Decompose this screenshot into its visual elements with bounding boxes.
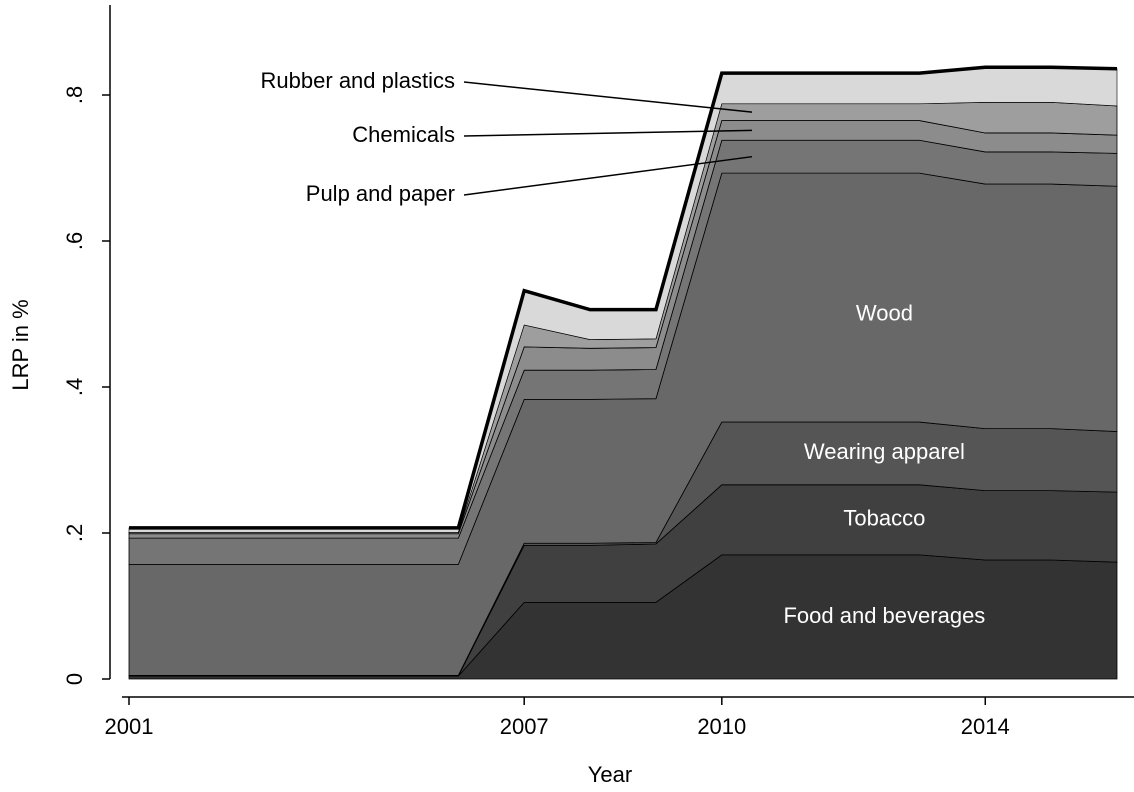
x-tick-label: 2007 — [500, 714, 549, 739]
y-tick-label: .2 — [62, 524, 87, 542]
area-label: Tobacco — [843, 506, 925, 531]
area-label: Wood — [856, 300, 913, 325]
area-label: Food and beverages — [783, 603, 985, 628]
y-tick-label: .4 — [62, 378, 87, 396]
x-axis-title: Year — [588, 762, 632, 787]
annotation: Rubber and plastics — [261, 68, 455, 93]
annotation: Chemicals — [352, 122, 455, 147]
leader-line — [463, 81, 753, 113]
x-tick-label: 2001 — [105, 714, 154, 739]
y-axis-title: LRP in % — [8, 299, 33, 390]
leader-line — [463, 129, 753, 137]
top-outline — [129, 65, 1118, 530]
y-tick-label: 0 — [62, 673, 87, 685]
y-tick-label: .6 — [62, 232, 87, 250]
leader-line — [463, 155, 753, 196]
x-tick-label: 2010 — [697, 714, 746, 739]
x-tick-label: 2014 — [961, 714, 1010, 739]
annotation: Pulp and paper — [306, 181, 455, 206]
area-label: Wearing apparel — [804, 439, 965, 464]
y-tick-label: .8 — [62, 86, 87, 104]
